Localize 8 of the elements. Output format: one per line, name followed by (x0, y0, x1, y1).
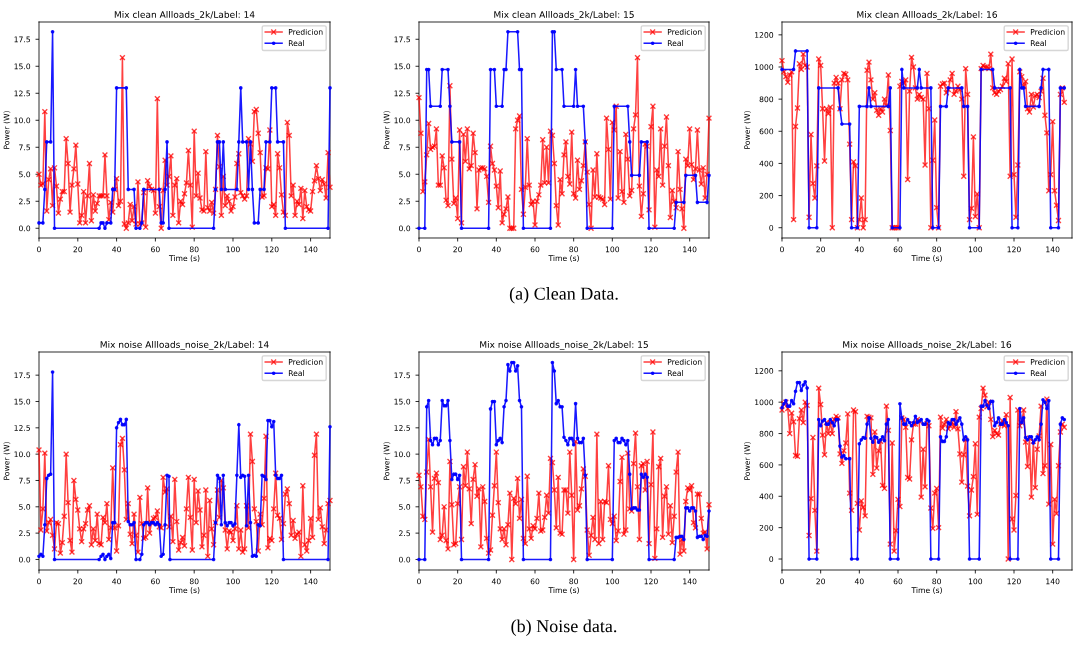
chart-title: Mix noise Allloads_noise_2k/Label: 16 (843, 340, 1012, 350)
chart-title: Mix clean Allloads_2k/Label: 14 (114, 10, 255, 20)
chart-title: Mix noise Allloads_noise_2k/Label: 14 (100, 340, 269, 350)
text: (a) Clean Data. (509, 287, 618, 304)
chart-title: Mix clean Allloads_2k/Label: 15 (494, 10, 634, 20)
chart-title: Mix clean Allloads_2k/Label: 16 (857, 10, 997, 20)
text: (b) Noise data. (511, 619, 617, 636)
chart-title: Mix noise Allloads_noise_2k/Label: 15 (480, 340, 648, 350)
